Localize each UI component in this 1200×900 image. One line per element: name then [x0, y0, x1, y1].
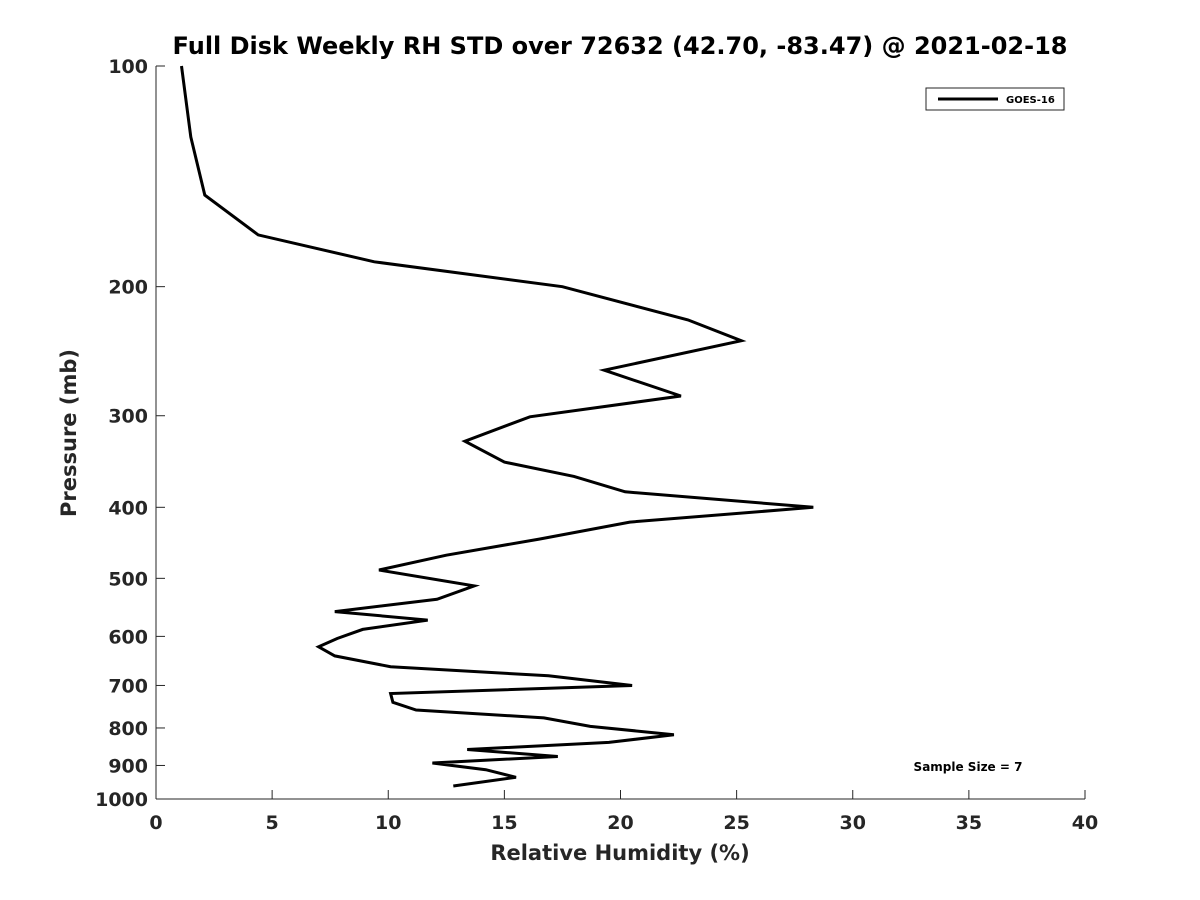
x-tick-label: 15 — [491, 812, 517, 834]
x-tick-label: 35 — [956, 812, 982, 834]
x-tick-label: 25 — [723, 812, 749, 834]
y-tick-label: 100 — [108, 56, 148, 78]
sample-size-annotation: Sample Size = 7 — [914, 760, 1023, 774]
chart-title: Full Disk Weekly RH STD over 72632 (42.7… — [173, 32, 1068, 60]
y-tick-label: 700 — [108, 675, 148, 697]
x-axis-ticks: 0 5 10 15 20 25 30 35 40 — [149, 790, 1098, 834]
x-axis-label: Relative Humidity (%) — [490, 841, 749, 865]
x-tick-label: 30 — [840, 812, 866, 834]
x-tick-label: 40 — [1072, 812, 1098, 834]
y-tick-label: 600 — [108, 626, 148, 648]
x-tick-label: 20 — [607, 812, 633, 834]
y-tick-label: 500 — [108, 568, 148, 590]
y-tick-label: 900 — [108, 755, 148, 777]
y-tick-label: 400 — [108, 497, 148, 519]
series-line-goes-16 — [180, 65, 814, 788]
x-tick-label: 0 — [149, 812, 162, 834]
y-tick-label: 1000 — [95, 789, 148, 811]
y-tick-label: 200 — [108, 277, 148, 299]
legend-label-goes-16: GOES-16 — [1006, 95, 1055, 106]
y-axis-label: Pressure (mb) — [57, 349, 81, 517]
y-tick-label: 300 — [108, 406, 148, 428]
y-axis-ticks: 100 200 300 400 500 600 700 800 900 1000 — [95, 56, 165, 811]
series-layer — [180, 65, 814, 788]
legend: GOES-16 — [925, 87, 1065, 111]
x-tick-label: 5 — [266, 812, 279, 834]
y-tick-label: 800 — [108, 718, 148, 740]
x-tick-label: 10 — [375, 812, 401, 834]
plot-area — [156, 66, 1085, 799]
